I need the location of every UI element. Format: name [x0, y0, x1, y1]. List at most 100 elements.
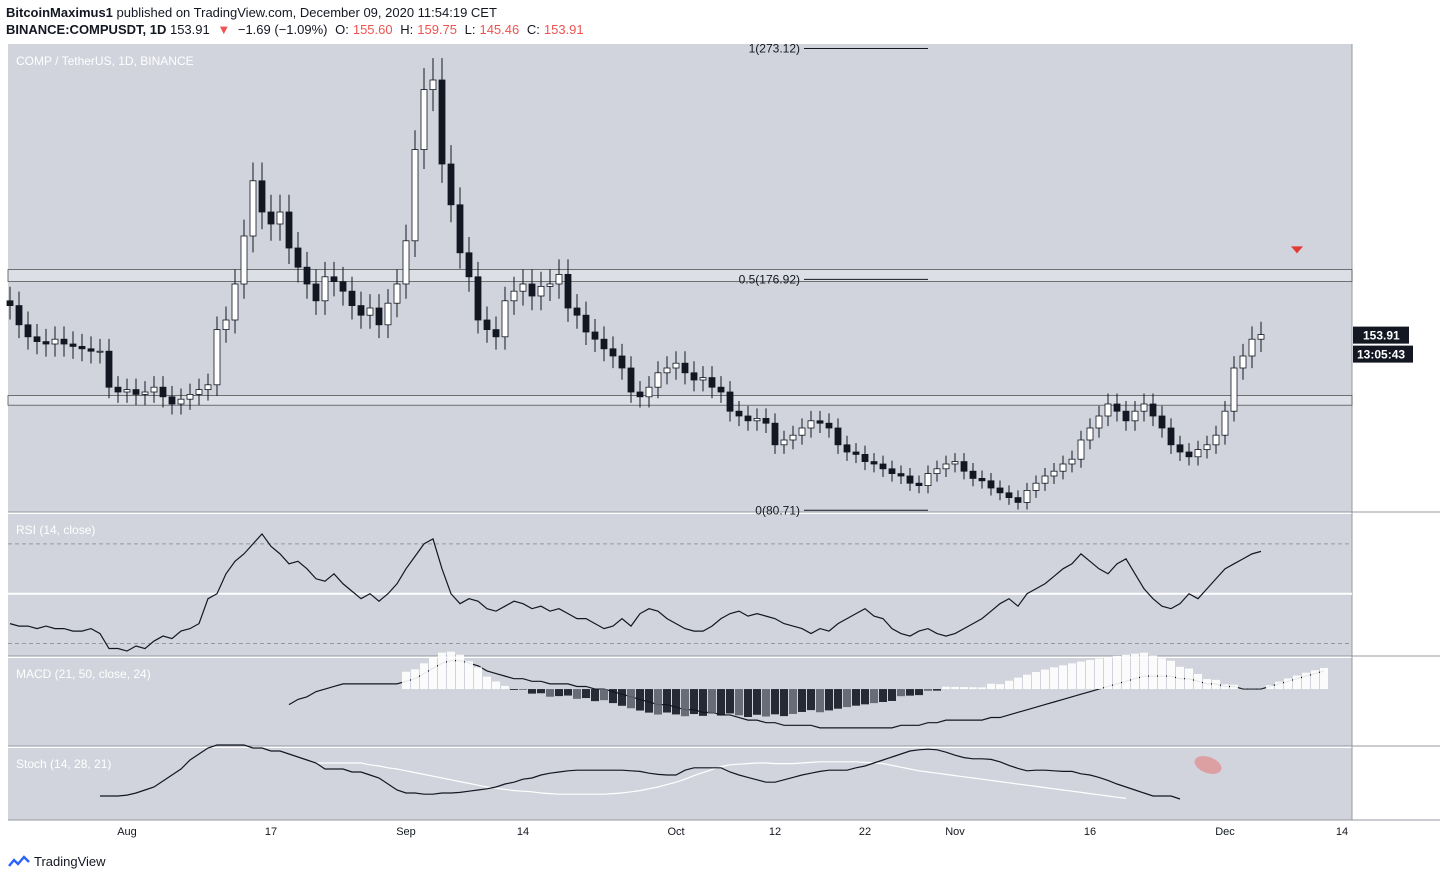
macd-histogram-bar [1194, 674, 1202, 690]
macd-histogram-bar [546, 689, 554, 697]
candle-down [1122, 410, 1130, 422]
candle-up [195, 389, 203, 395]
macd-histogram-bar [1284, 678, 1292, 690]
price-tick-label: 260.00 [1358, 73, 1395, 87]
macd-histogram-bar [861, 689, 869, 705]
macd-tick-label: 0.00 [1362, 684, 1383, 696]
candle-up [807, 420, 815, 429]
macd-histogram-bar [402, 671, 410, 690]
candle-up [1230, 367, 1238, 412]
candle-up [1221, 410, 1229, 436]
macd-histogram-bar [753, 689, 761, 715]
candle-down [87, 348, 95, 352]
candle-down [492, 329, 500, 338]
candle-down [618, 355, 626, 369]
candle-up [672, 362, 680, 369]
publish-info: published on TradingView.com, December 0… [116, 5, 497, 20]
macd-histogram-bar [582, 689, 590, 699]
candle-up [420, 89, 428, 150]
rsi-line [9, 532, 1262, 652]
candle-down [1113, 403, 1121, 412]
macd-histogram-bar [1113, 655, 1121, 690]
high-value: 159.75 [417, 22, 457, 37]
stoch-pane-bg [8, 748, 1352, 820]
price-tick-label: 200.00 [1358, 217, 1395, 231]
candle-down [132, 389, 140, 395]
macd-histogram-bar [1320, 667, 1328, 690]
stoch-d-line [316, 761, 1127, 799]
candle-down [960, 461, 968, 472]
macd-tick-label: −20.00 [1362, 736, 1396, 748]
candle-down [825, 422, 833, 429]
macd-histogram-bar [942, 686, 950, 690]
candle-down [690, 372, 698, 381]
candle-down [879, 463, 887, 470]
macd-histogram-bar [564, 689, 572, 696]
macd-histogram-bar [708, 689, 716, 714]
candle-up [654, 372, 662, 388]
candle-down [42, 341, 50, 345]
candle-up [645, 386, 653, 398]
candle-down [915, 482, 923, 487]
macd-histogram-bar [1212, 679, 1220, 690]
candle-up [249, 180, 257, 237]
candle-down [582, 314, 590, 333]
macd-histogram-bar [789, 689, 797, 714]
candle-down [528, 283, 536, 297]
symbol-name[interactable]: BINANCE:COMPUSDT, 1D [6, 22, 167, 37]
brand-name[interactable]: TradingView [34, 854, 106, 869]
candle-down [6, 300, 14, 306]
candle-down [906, 475, 914, 484]
macd-histogram-bar [1203, 679, 1211, 690]
rsi-tick-label: 80.00 [1362, 514, 1390, 526]
candle-down [474, 276, 482, 321]
candle-up [501, 300, 509, 338]
candle-down [114, 386, 122, 393]
macd-histogram-bar [717, 689, 725, 716]
macd-histogram-bar [915, 689, 923, 696]
macd-histogram-bar [1158, 658, 1166, 690]
macd-histogram-bar [645, 689, 653, 713]
fib-level-label: 0.5(176.92) [739, 272, 800, 286]
candle-down [735, 410, 743, 417]
candle-up [1203, 444, 1211, 450]
candle-down [483, 319, 491, 331]
candle-up [150, 386, 158, 393]
candle-up [1140, 403, 1148, 412]
macd-histogram-bar [636, 689, 644, 711]
macd-histogram-bar [1005, 680, 1013, 690]
candle-up [942, 463, 950, 470]
candle-down [717, 386, 725, 393]
candle-down [1176, 444, 1184, 453]
candle-down [726, 391, 734, 412]
candle-down [303, 266, 311, 285]
price-tick-label: 120.00 [1358, 409, 1395, 423]
candle-up [1086, 427, 1094, 441]
last-price-tag-label: 153.91 [1363, 329, 1400, 343]
x-tick-label: Aug [117, 826, 137, 838]
rsi-pane-bg [8, 514, 1352, 656]
rsi-tick-label: 60.00 [1362, 564, 1390, 576]
candle-down [33, 336, 41, 342]
candle-up [789, 434, 797, 441]
chart-title: COMP / TetherUS, 1D, BINANCE [16, 54, 194, 68]
stoch-k-line [100, 744, 1181, 800]
candle-down [969, 470, 977, 479]
macd-histogram-bar [1104, 657, 1112, 690]
macd-histogram-bar [843, 689, 851, 708]
x-tick-label: Nov [945, 826, 965, 838]
candle-down [78, 345, 86, 350]
candle-up [1068, 458, 1076, 465]
macd-histogram-bar [906, 689, 914, 696]
author-name[interactable]: BitcoinMaximus1 [6, 5, 113, 20]
candle-down [1005, 492, 1013, 498]
price-tick-label: 180.00 [1358, 265, 1395, 279]
last-price-tag [1353, 326, 1409, 344]
candle-down [465, 252, 473, 278]
x-tick-label: 14 [1336, 826, 1348, 838]
candle-down [771, 422, 779, 446]
macd-histogram-bar [960, 687, 968, 690]
macd-histogram-bar [978, 687, 986, 690]
candle-down [762, 417, 770, 424]
